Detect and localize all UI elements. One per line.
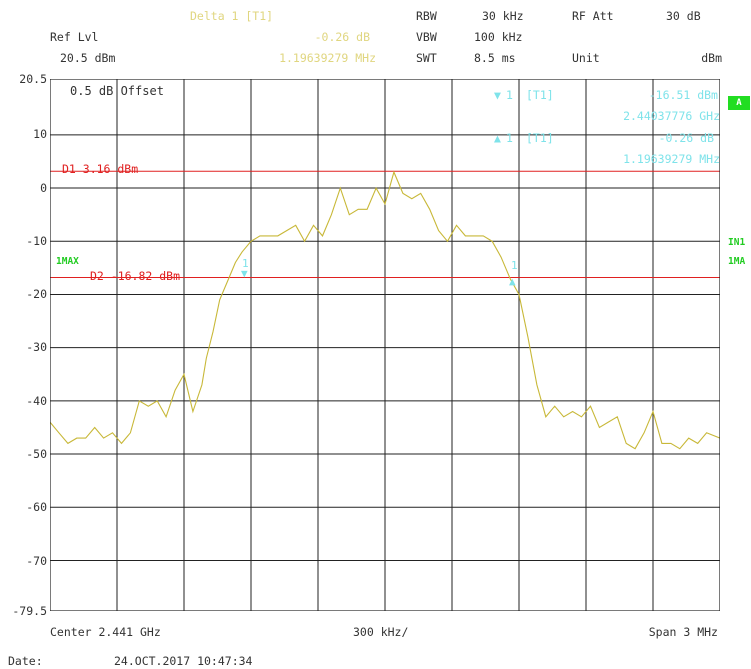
span: Span 3 MHz: [648, 625, 718, 639]
unit-value: dBm: [701, 51, 722, 65]
y-tick: 10: [33, 127, 47, 141]
ref-lvl-value: 20.5 dBm: [60, 51, 116, 65]
swt-label: SWT: [416, 51, 437, 65]
y-tick: -79.5: [12, 604, 47, 618]
unit-label: Unit: [572, 51, 600, 65]
y-tick: -50: [26, 447, 47, 461]
marker-1-triangle-icon: ▼: [241, 267, 248, 280]
y-tick: -30: [26, 340, 47, 354]
rf-att-label: RF Att: [572, 9, 614, 23]
frequency-per-division: 300 kHz/: [353, 625, 409, 639]
delta-level: -0.26 dB: [314, 30, 370, 44]
date-label: Date:: [8, 654, 43, 668]
marker-title: Delta 1 [T1]: [190, 9, 274, 23]
marker-delta-freq: 1.19639279 MHz: [623, 152, 720, 166]
marker-delta-label: 1: [506, 131, 513, 145]
rbw-label: RBW: [416, 9, 437, 23]
y-tick: -70: [26, 554, 47, 568]
rbw-value: 30 kHz: [482, 9, 524, 23]
spectrum-trace: [50, 170, 720, 450]
marker-delta-tag: [T1]: [526, 131, 554, 145]
marker-delta-triangle-icon: ▲: [509, 275, 516, 288]
marker-delta-symbol: ▲: [494, 131, 501, 145]
swt-value: 8.5 ms: [474, 51, 516, 65]
date-value: 24.OCT.2017 10:47:34: [114, 654, 253, 668]
marker-1-trace-label: 1: [242, 257, 249, 270]
marker-1-tag: [T1]: [526, 88, 554, 102]
trace-mode-right: 1MA: [728, 256, 746, 267]
trace-mode-left: 1MAX: [56, 256, 79, 267]
offset-note: 0.5 dB Offset: [70, 84, 164, 98]
marker-delta-level: -0.26 dB: [658, 131, 714, 145]
marker-1-level: -16.51 dBm: [648, 88, 718, 102]
input-indicator: IN1: [728, 237, 746, 248]
marker-delta-trace-label: 1: [511, 259, 518, 272]
y-tick: -60: [26, 500, 47, 514]
rf-att-value: 30 dB: [666, 9, 701, 23]
vbw-value: 100 kHz: [474, 30, 523, 44]
d1-line-label: D1 3.16 dBm: [62, 162, 139, 176]
marker-1-symbol: ▼: [494, 88, 501, 102]
marker-1-label: 1: [506, 88, 513, 102]
d2-line-label: D2 -16.82 dBm: [90, 269, 181, 283]
y-tick: -20: [26, 287, 47, 301]
spectrum-plot: 0.5 dB Offset: [50, 79, 720, 611]
ref-lvl-label: Ref Lvl: [50, 30, 99, 44]
y-tick: 20.5: [19, 72, 47, 86]
display-lines: [50, 170, 720, 279]
trace-a-badge: A: [728, 96, 750, 110]
grid: [50, 79, 720, 611]
y-tick: -40: [26, 394, 47, 408]
delta-freq: 1.19639279 MHz: [279, 51, 376, 65]
y-tick: 0: [40, 181, 47, 195]
center-frequency: Center 2.441 GHz: [50, 625, 161, 639]
y-tick: -10: [26, 234, 47, 248]
vbw-label: VBW: [416, 30, 437, 44]
marker-1-freq: 2.44037776 GHz: [623, 109, 720, 123]
